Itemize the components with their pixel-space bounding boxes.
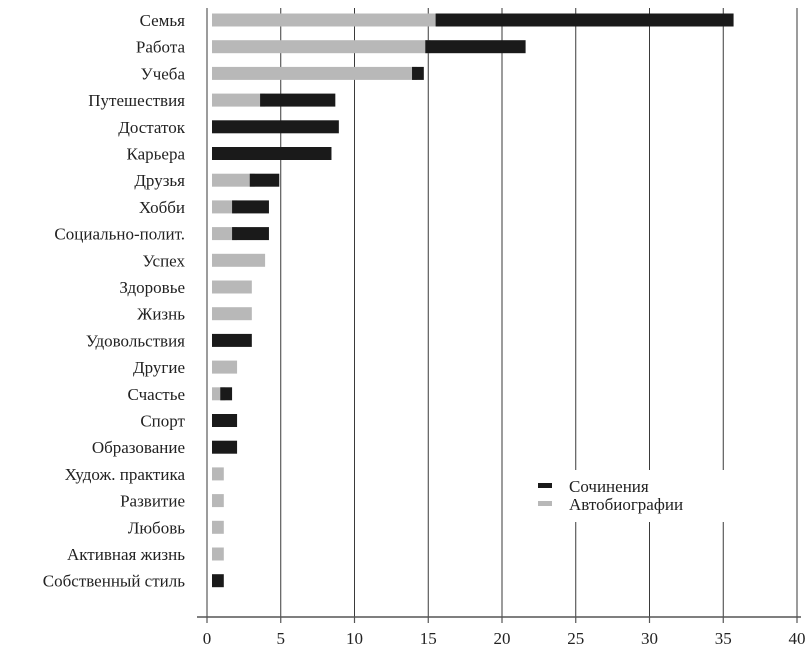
bar-12-series-1 [212, 333, 252, 347]
grid-lines [206, 8, 798, 617]
bar-13-series-0 [212, 360, 238, 374]
x-tick-label-6: 30 [641, 629, 658, 647]
bar-2-series-1 [412, 66, 424, 80]
category-label-15: Спорт [140, 412, 185, 431]
x-tick-label-4: 20 [494, 629, 511, 647]
bar-15-series-1 [212, 414, 238, 427]
bar-10-series-0 [212, 280, 252, 294]
bar-1-series-0 [212, 40, 431, 54]
bar-8-series-0 [212, 227, 238, 241]
bar-7-series-1 [232, 200, 269, 214]
x-tick-label-2: 10 [346, 629, 363, 647]
bar-19-series-0 [212, 520, 224, 534]
category-label-13: Другие [133, 358, 185, 377]
bar-20-series-0 [212, 547, 224, 561]
x-ticks: 0 5 10 15 20 25 30 35 40 [203, 617, 806, 647]
bar-0-series-0 [212, 13, 441, 27]
bar-11-series-0 [212, 307, 252, 321]
bar-7-series-0 [212, 200, 238, 214]
category-label-20: Активная жизнь [67, 545, 185, 564]
category-label-19: Любовь [128, 518, 185, 537]
category-label-6: Друзья [134, 171, 185, 190]
category-label-12: Удовольствия [86, 331, 185, 350]
category-labels: Семья Работа Учеба Путешествия Достаток Карье… [43, 11, 186, 591]
category-label-0: Семья [140, 11, 186, 30]
x-tick-label-7: 35 [715, 629, 732, 647]
bar-3-series-0 [212, 93, 266, 107]
category-label-14: Счастье [128, 385, 185, 404]
bar-9-series-0 [212, 253, 266, 267]
category-label-17: Худож. практика [65, 465, 186, 484]
bars [212, 13, 734, 588]
category-label-18: Развитие [120, 492, 185, 511]
bar-16-series-1 [212, 440, 238, 454]
category-label-21: Собственный стиль [43, 572, 185, 591]
x-tick-label-1: 5 [277, 629, 286, 647]
category-label-7: Хобби [139, 198, 185, 217]
legend-background [527, 470, 729, 522]
x-tick-label-0: 0 [203, 629, 212, 647]
category-label-16: Образование [92, 438, 185, 457]
category-label-1: Работа [136, 38, 186, 57]
bar-4-series-1 [212, 120, 339, 134]
legend-label-0: Сочинения [569, 477, 649, 496]
category-label-2: Учеба [141, 64, 186, 83]
x-tick-label-5: 25 [567, 629, 584, 647]
bar-18-series-0 [212, 494, 224, 508]
bar-2-series-0 [212, 66, 418, 80]
bar-5-series-1 [212, 147, 332, 160]
bar-14-series-1 [220, 387, 233, 401]
category-label-3: Путешествия [88, 91, 185, 110]
bar-6-series-0 [212, 173, 255, 187]
legend-swatch-0 [538, 483, 552, 488]
category-label-10: Здоровье [119, 278, 185, 297]
category-label-8: Социально-полит. [54, 225, 185, 244]
bar-17-series-0 [212, 467, 224, 481]
x-tick-label-8: 40 [789, 629, 806, 647]
bar-0-series-1 [435, 13, 734, 27]
legend-label-1: Автобиографии [569, 495, 683, 514]
bar-8-series-1 [232, 227, 269, 241]
x-tick-label-3: 15 [420, 629, 437, 647]
category-label-11: Жизнь [137, 305, 185, 324]
bar-1-series-1 [425, 40, 526, 54]
bar-6-series-1 [249, 173, 280, 187]
category-label-5: Карьера [126, 145, 185, 164]
bar-3-series-1 [260, 93, 336, 107]
category-label-9: Успех [143, 251, 186, 270]
legend-swatch-1 [538, 501, 552, 506]
category-label-4: Достаток [118, 118, 186, 137]
bar-21-series-1 [212, 574, 224, 588]
